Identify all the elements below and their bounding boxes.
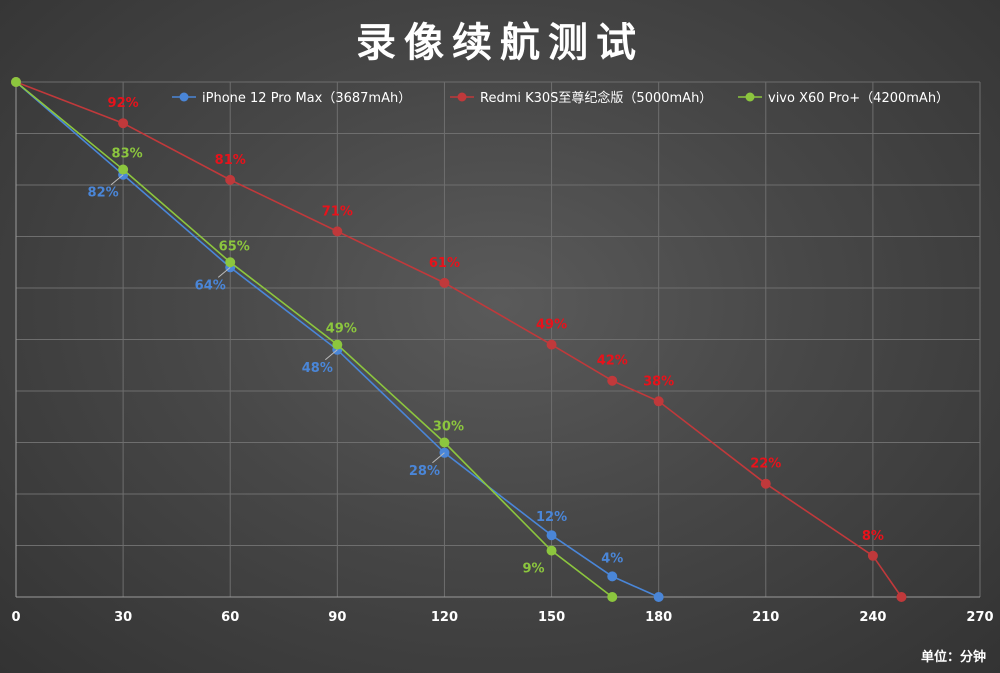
data-label-iphone: 48% [302,361,333,376]
leader-line [217,267,231,278]
x-tick-label: 120 [431,610,458,625]
data-point-vivo [439,437,450,448]
data-label-redmi: 81% [215,153,246,168]
data-point-redmi [439,277,450,288]
data-label-redmi: 71% [322,204,353,219]
leader-line [110,174,124,186]
data-point-redmi [653,396,664,407]
data-label-iphone: 4% [601,551,623,566]
data-label-iphone: 64% [195,278,226,293]
data-label-iphone: 28% [409,464,440,479]
x-tick-label: 150 [538,610,565,625]
data-point-redmi [760,478,771,489]
x-axis-unit-label: 单位：分钟 [920,650,986,665]
x-tick-label: 90 [328,610,346,625]
data-label-redmi: 49% [536,318,567,333]
data-point-vivo [11,77,21,87]
data-point-redmi [607,375,618,386]
data-label-redmi: 8% [862,529,884,544]
data-point-vivo [225,257,236,268]
series-layer [11,77,907,602]
x-tick-label: 60 [221,610,239,625]
legend-marker-redmi [457,92,467,102]
leader-line [325,349,338,361]
data-label-vivo: 49% [326,322,357,337]
data-label-redmi: 38% [643,374,674,389]
data-point-redmi [225,174,236,185]
x-tick-label: 0 [11,610,20,625]
chart-title: 录像续航测试 [356,20,644,66]
data-label-redmi: 22% [750,457,781,472]
data-point-vivo [546,545,557,556]
x-tick-label: 30 [114,610,132,625]
legend-marker-iphone [179,92,189,102]
x-tick-label: 210 [752,610,779,625]
data-label-redmi: 42% [597,354,628,369]
data-point-redmi [118,118,129,129]
data-label-vivo: 83% [112,147,143,162]
leader-line [432,452,445,464]
legend-marker-vivo [745,92,755,102]
legend-label-vivo: vivo X60 Pro+（4200mAh） [768,91,949,106]
x-axis: 0 30 60 90 120 150 180 210 240 270 [11,82,994,625]
x-tick-label: 240 [859,610,886,625]
data-label-vivo: 65% [219,239,250,254]
data-point-iphone [546,530,557,541]
data-label-iphone: 12% [536,510,567,525]
x-tick-label: 270 [966,610,993,625]
data-point-vivo [118,164,129,175]
data-point-redmi [332,226,343,237]
data-label-iphone: 82% [88,186,119,201]
legend-label-redmi: Redmi K30S至尊纪念版（5000mAh） [480,90,712,106]
data-label-vivo: 30% [433,420,464,435]
data-point-iphone [607,571,618,582]
data-point-redmi [546,339,557,350]
grid-layer [16,81,981,597]
legend: iPhone 12 Pro Max（3687mAh） Redmi K30S至尊纪念… [172,90,949,106]
data-label-layer: 82% 64% 48% 28% 12% 4% 92% 81% 71% 61% 49% 42% 38% 22… [88,96,884,576]
data-point-vivo [607,592,618,602]
data-label-redmi: 61% [429,256,460,271]
data-point-iphone [653,592,664,602]
data-label-vivo: 9% [523,562,545,577]
data-point-redmi [896,592,907,602]
legend-label-iphone: iPhone 12 Pro Max（3687mAh） [202,91,411,106]
data-label-redmi: 92% [108,96,139,111]
x-tick-label: 180 [645,610,672,625]
data-point-vivo [332,339,343,350]
data-point-redmi [867,550,878,561]
series-line-iphone [15,81,659,598]
